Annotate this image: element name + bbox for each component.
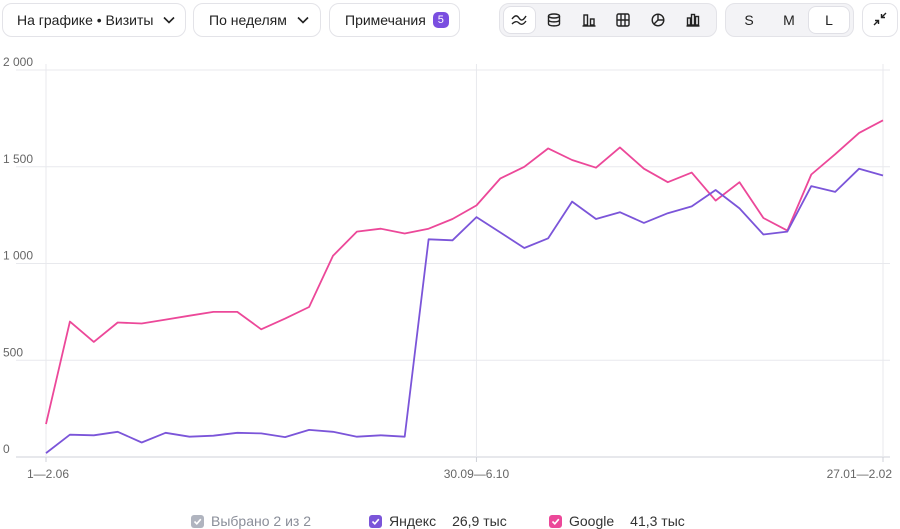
y-tick-label: 2 000 — [3, 55, 33, 69]
y-tick-label: 500 — [3, 345, 23, 359]
metric-dropdown-label: На графике • Визиты — [17, 12, 154, 28]
legend-item-total: 41,3 тыс — [630, 513, 685, 529]
stacked-columns-icon[interactable] — [608, 7, 639, 33]
size-m-button[interactable]: M — [783, 12, 795, 28]
chart-legend: Выбрано 2 из 2 Яндекс 26,9 тыс Google 41… — [0, 504, 900, 529]
chevron-down-icon — [163, 16, 176, 24]
checkbox-icon — [191, 514, 204, 528]
legend-item-yandex[interactable]: Яндекс 26,9 тыс — [369, 513, 507, 529]
legend-item-name: Google — [569, 513, 615, 529]
metric-dropdown[interactable]: На графике • Визиты — [2, 3, 186, 37]
legend-item-name: Яндекс — [389, 513, 437, 529]
legend-selected-label: Выбрано 2 из 2 — [211, 513, 311, 529]
bars-icon[interactable] — [677, 7, 708, 33]
notes-button-label: Примечания — [345, 12, 426, 28]
legend-item-google[interactable]: Google 41,3 тыс — [549, 513, 685, 529]
collapse-icon — [873, 12, 887, 29]
y-tick-label: 0 — [3, 442, 10, 456]
y-tick-label: 1 000 — [3, 249, 33, 263]
checkbox-icon — [549, 514, 562, 528]
smoothed-lines-icon[interactable] — [504, 7, 535, 33]
legend-item-total: 26,9 тыс — [452, 513, 507, 529]
chevron-down-icon — [297, 16, 309, 24]
pie-icon[interactable] — [643, 7, 674, 33]
x-tick-label: 30.09—6.10 — [444, 467, 510, 481]
columns-icon[interactable] — [573, 7, 604, 33]
series-line-google — [45, 119, 884, 425]
period-dropdown-label: По неделям — [209, 12, 287, 28]
series-line-yandex — [45, 167, 884, 454]
period-dropdown[interactable]: По неделям — [193, 3, 321, 37]
y-tick-label: 1 500 — [3, 152, 33, 166]
legend-select-all[interactable]: Выбрано 2 из 2 — [191, 513, 311, 529]
collapse-button[interactable] — [862, 3, 898, 37]
chart-toolbar: На графике • Визиты По неделям Примечани… — [0, 0, 900, 44]
checkbox-icon — [369, 514, 382, 528]
stacked-area-icon[interactable] — [539, 7, 570, 33]
notes-count-badge: 5 — [432, 12, 449, 28]
size-l-button[interactable]: L — [809, 7, 849, 33]
chart-size-switcher: S M L — [725, 3, 854, 37]
visits-line-chart: 0 500 1 000 1 500 2 000 1—2.06 30.09—6.10 27.01… — [3, 55, 893, 481]
notes-button[interactable]: Примечания 5 — [329, 3, 460, 37]
x-tick-label: 27.01—2.02 — [827, 467, 893, 481]
chart-type-switcher — [499, 3, 717, 37]
size-s-button[interactable]: S — [744, 12, 754, 28]
x-tick-label: 1—2.06 — [27, 467, 69, 481]
